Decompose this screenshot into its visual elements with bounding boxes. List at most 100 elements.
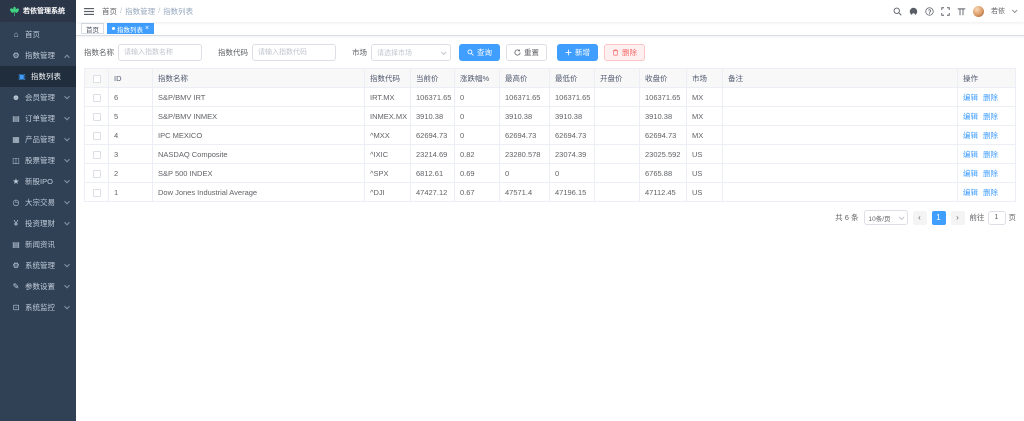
sidebar-item-system-monitor[interactable]: ⊡ 系统监控 — [0, 297, 76, 318]
breadcrumb-item[interactable]: 指数管理 — [125, 6, 156, 16]
cart-icon: ▦ — [12, 134, 20, 144]
chevron-down-icon — [440, 48, 447, 55]
cell-code: ^IXIC — [364, 144, 411, 164]
sidebar-item-index-list[interactable]: ▣ 指数列表 — [0, 66, 76, 87]
close-icon[interactable]: × — [145, 25, 150, 32]
cell-id: 5 — [108, 106, 153, 126]
row-checkbox[interactable] — [92, 188, 101, 197]
index-name-input[interactable] — [118, 44, 202, 61]
delete-link[interactable]: 删除 — [983, 168, 998, 178]
cell-current: 3910.38 — [410, 106, 455, 126]
prev-page-button[interactable]: ‹ — [912, 210, 927, 225]
cell-current: 106371.65 — [410, 87, 455, 107]
edit-link[interactable]: 编辑 — [963, 149, 978, 159]
search-button[interactable]: 查询 — [459, 44, 500, 61]
question-icon[interactable] — [925, 6, 934, 16]
cell-remark — [722, 125, 958, 145]
row-checkbox[interactable] — [92, 112, 101, 121]
sidebar-item-investment[interactable]: ¥ 投资理财 — [0, 213, 76, 234]
sidebar-item-stock-management[interactable]: ◫ 股票管理 — [0, 150, 76, 171]
index-name-label: 指数名称 — [84, 48, 114, 57]
cell-open — [594, 144, 640, 164]
row-checkbox[interactable] — [92, 169, 101, 178]
sidebar-item-parameter-settings[interactable]: ✎ 参数设置 — [0, 276, 76, 297]
cell-pct: 0.69 — [454, 163, 500, 183]
delete-link[interactable]: 删除 — [983, 187, 998, 197]
breadcrumb-item[interactable]: 指数列表 — [163, 6, 194, 16]
column-header: 最高价 — [499, 68, 550, 88]
breadcrumb-item[interactable]: 首页 — [102, 6, 117, 16]
chevron-down-icon — [64, 261, 70, 267]
cell-current: 47427.12 — [410, 182, 455, 202]
cell-high: 0 — [499, 163, 550, 183]
index-code-input[interactable] — [252, 44, 336, 61]
sidebar-item-news[interactable]: ▤ 新闻资讯 — [0, 234, 76, 255]
tab-首页[interactable]: 首页 — [81, 23, 104, 34]
hamburger-icon[interactable] — [84, 7, 94, 16]
cell-low: 0 — [549, 163, 595, 183]
delete-button[interactable]: 删除 — [604, 44, 645, 61]
chevron-down-icon — [64, 114, 70, 120]
edit-link[interactable]: 编辑 — [963, 92, 978, 102]
delete-link[interactable]: 删除 — [983, 92, 998, 102]
table-header-row: ID 指数名称 指数代码 当前价 涨跌幅% 最高价 最低价 开盘价 收盘价 市场 备注 操作 — [84, 68, 1016, 88]
sidebar-item-new-stock-ipo[interactable]: ★ 新股IPO — [0, 171, 76, 192]
select-all-checkbox[interactable] — [92, 74, 101, 83]
sidebar-item-label: 新闻资讯 — [25, 240, 55, 249]
add-button[interactable]: 新增 — [557, 44, 598, 61]
market-label: 市场 — [352, 48, 367, 57]
row-checkbox[interactable] — [92, 93, 101, 102]
size-icon[interactable] — [957, 7, 966, 16]
avatar[interactable] — [973, 5, 984, 17]
cell-open — [594, 125, 640, 145]
goto-page-input[interactable] — [987, 210, 1006, 225]
edit-link[interactable]: 编辑 — [963, 168, 978, 178]
sidebar-item-member-management[interactable]: ☻ 会员管理 — [0, 87, 76, 108]
edit-link[interactable]: 编辑 — [963, 187, 978, 197]
sidebar-item-system-management[interactable]: ⚙ 系统管理 — [0, 255, 76, 276]
sidebar-item-block-trading[interactable]: ◷ 大宗交易 — [0, 192, 76, 213]
sidebar-item-index-management[interactable]: ⚙ 指数管理 — [0, 45, 76, 66]
row-checkbox[interactable] — [92, 150, 101, 159]
page-number-button[interactable]: 1 — [931, 210, 946, 225]
logo-leaf-icon — [9, 6, 20, 17]
fullscreen-icon[interactable] — [941, 6, 950, 16]
page-size-select[interactable]: 10条/页 — [863, 210, 908, 225]
next-page-button[interactable]: › — [950, 210, 965, 225]
cell-name: Dow Jones Industrial Average — [152, 182, 365, 202]
market-select[interactable]: 请选择市场 — [371, 44, 451, 61]
delete-link[interactable]: 删除 — [983, 111, 998, 121]
cell-open — [594, 182, 640, 202]
tab-指数列表[interactable]: 指数列表 × — [107, 23, 155, 34]
logo[interactable]: 若依管理系统 — [0, 0, 76, 22]
sidebar-item-order-management[interactable]: ▤ 订单管理 — [0, 108, 76, 129]
delete-link[interactable]: 删除 — [983, 130, 998, 140]
reset-button[interactable]: 重置 — [506, 44, 547, 61]
edit-link[interactable]: 编辑 — [963, 111, 978, 121]
column-header: 操作 — [957, 68, 1016, 88]
edit-link[interactable]: 编辑 — [963, 130, 978, 140]
navbar: 首页 / 指数管理 / 指数列表 — [76, 0, 1024, 22]
sidebar-item-home[interactable]: ⌂ 首页 — [0, 24, 76, 45]
app-title: 若依管理系统 — [23, 8, 65, 15]
sidebar-item-label: 首页 — [25, 30, 40, 39]
cell-name: IPC MEXICO — [152, 125, 365, 145]
sidebar-item-label: 系统监控 — [25, 303, 55, 312]
chevron-down-icon — [64, 198, 70, 204]
chevron-down-icon[interactable] — [1011, 7, 1018, 14]
delete-link[interactable]: 删除 — [983, 149, 998, 159]
cell-close: 3910.38 — [639, 106, 687, 126]
cell-market: MX — [686, 87, 723, 107]
cell-id: 6 — [108, 87, 153, 107]
cell-low: 3910.38 — [549, 106, 595, 126]
home-icon: ⌂ — [13, 29, 19, 39]
chevron-down-icon — [64, 177, 70, 183]
table-row: 4 IPC MEXICO ^MXX 62694.73 0 62694.73 62694.73… — [84, 125, 1016, 145]
row-checkbox[interactable] — [92, 131, 101, 140]
cell-high: 106371.65 — [499, 87, 550, 107]
cell-name: S&P/BMV INMEX — [152, 106, 365, 126]
github-icon[interactable] — [909, 7, 918, 16]
search-icon[interactable] — [893, 7, 902, 16]
sidebar-item-product-management[interactable]: ▦ 产品管理 — [0, 129, 76, 150]
sidebar-item-label: 参数设置 — [25, 282, 55, 291]
